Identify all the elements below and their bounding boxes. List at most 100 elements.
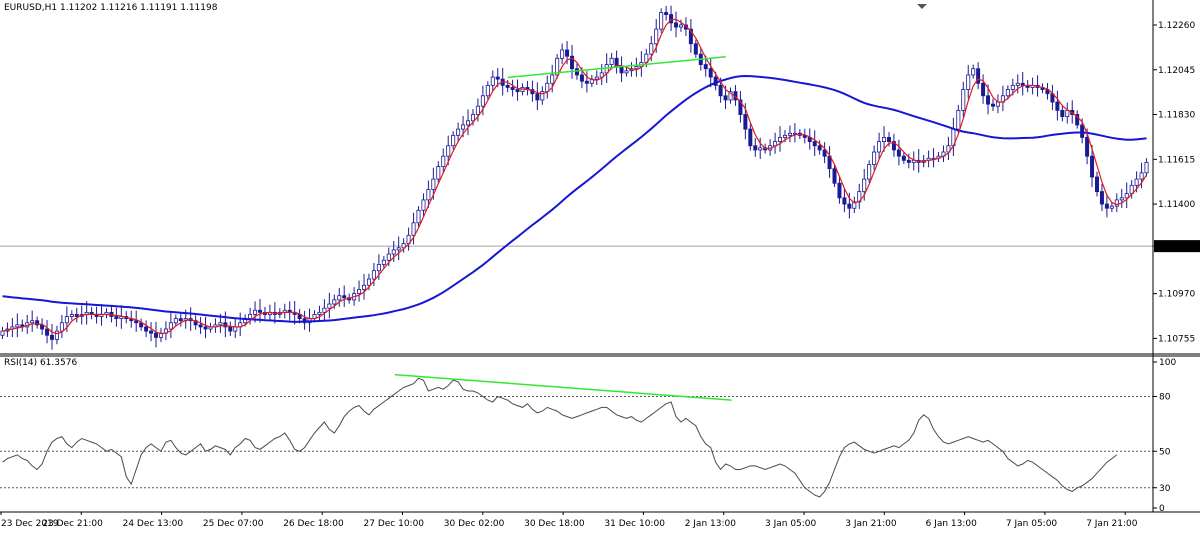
candle-body (877, 141, 882, 153)
price-trendline (507, 55, 726, 79)
candle-body (1060, 109, 1065, 118)
candle-body (332, 299, 337, 305)
candle-body (986, 95, 991, 105)
time-tick-label: 27 Dec 10:00 (364, 519, 425, 529)
candle-body (1124, 193, 1129, 199)
candle-body (1020, 82, 1025, 86)
candle-body (362, 284, 367, 290)
candle-body (550, 74, 555, 84)
candle-body (218, 322, 223, 326)
candle-body (1005, 89, 1010, 97)
price-tick-label: 1.11615 (1158, 155, 1195, 165)
candle-body (678, 24, 683, 28)
candle-body (357, 289, 362, 295)
candle-body (852, 201, 857, 209)
candle-body (560, 49, 565, 59)
candle-body (812, 141, 817, 147)
ma-fast-line (2, 18, 1148, 335)
candle-body (490, 76, 495, 86)
candle-body (574, 68, 579, 76)
candle-body (570, 55, 575, 70)
candle-body (1109, 205, 1114, 209)
candle-body (822, 149, 827, 157)
candle-body (461, 124, 466, 130)
time-tick-label: 26 Dec 18:00 (283, 519, 344, 529)
candle-body (1010, 84, 1015, 90)
candle-body (1055, 101, 1060, 111)
candle-body (659, 12, 664, 30)
candle-body (535, 93, 540, 101)
candle-body (386, 253, 391, 261)
candle-body (431, 178, 436, 190)
time-tick-label: 3 Jan 05:00 (765, 519, 817, 529)
candle-body (540, 91, 545, 101)
candle-body (832, 168, 837, 184)
candle-body (634, 66, 639, 70)
candle-body (1015, 82, 1020, 86)
time-tick-label: 7 Jan 05:00 (1006, 519, 1058, 529)
candle-body (847, 203, 852, 209)
time-tick-label: 23 Dec 21:00 (42, 519, 103, 529)
candle-body (114, 316, 119, 319)
candle-body (1139, 172, 1144, 180)
candle-body (738, 99, 743, 115)
ohlc-label: 1.11202 1.11216 1.11191 1.11198 (60, 3, 218, 13)
candle-body (69, 314, 74, 317)
rsi-tick-label: 50 (1159, 447, 1171, 457)
candle-body (565, 49, 570, 57)
candle-body (990, 103, 995, 107)
candle-body (74, 314, 79, 317)
candle-body (753, 145, 758, 151)
candle-body (466, 120, 471, 126)
candle-body (59, 322, 64, 332)
rsi-pane (0, 373, 1153, 498)
candle-body (886, 137, 891, 142)
price-tick-label: 1.11400 (1158, 200, 1195, 210)
candle-body (475, 105, 480, 115)
candle-body (649, 43, 654, 55)
candle-body (441, 155, 446, 167)
candle-body (778, 137, 783, 142)
candle-body (718, 84, 723, 97)
rsi-trendline (394, 373, 732, 401)
candle-body (872, 151, 877, 165)
time-tick-label: 25 Dec 07:00 (203, 519, 264, 529)
candle-body (198, 324, 203, 328)
candle-body (1099, 191, 1104, 205)
candle-body (253, 309, 258, 315)
candle-body (782, 134, 787, 138)
candle-body (867, 164, 872, 180)
candle-body (1144, 162, 1149, 174)
rsi-tick-label: 0 (1159, 504, 1165, 514)
candle-body (624, 70, 629, 74)
time-tick-label: 6 Jan 13:00 (926, 519, 978, 529)
candle-body (144, 326, 149, 332)
candle-body (381, 259, 386, 265)
candle-body (1114, 199, 1119, 207)
candle-body (178, 318, 183, 322)
candle-body (35, 320, 40, 326)
candle-body (173, 318, 178, 324)
candle-body (995, 101, 1000, 107)
candle-body (708, 68, 713, 78)
candle-body (0, 330, 5, 336)
candle-body (966, 74, 971, 90)
candle-body (342, 295, 347, 299)
time-tick-label: 24 Dec 13:00 (123, 519, 184, 529)
candle-body (154, 332, 159, 338)
candle-body (30, 320, 35, 324)
candle-body (901, 155, 906, 161)
candle-body (322, 307, 327, 313)
candle-body (758, 147, 763, 151)
price-pane (0, 5, 1153, 350)
candle-body (203, 326, 208, 330)
candle-body (862, 178, 867, 192)
candle-body (664, 12, 669, 15)
candle-body (426, 189, 431, 201)
candle-body (961, 89, 966, 111)
candle-body (416, 209, 421, 224)
candle-body (981, 82, 986, 97)
price-tick-label: 1.11198 (1158, 242, 1195, 252)
candle-body (882, 137, 887, 142)
